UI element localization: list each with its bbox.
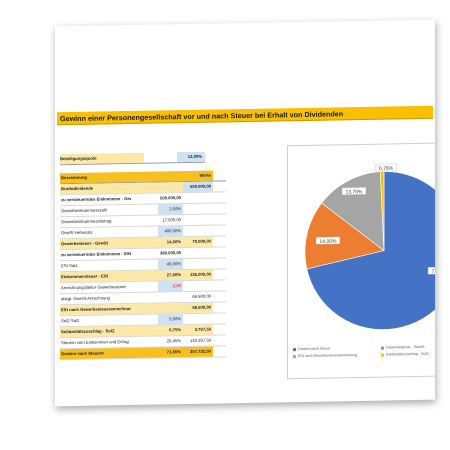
row-label[interactable]: GewSt-Hebesatz xyxy=(61,229,93,236)
row-cell-2[interactable] xyxy=(131,325,158,336)
pie-data-label: 71,55% xyxy=(427,266,435,275)
spreadsheet-page: Gewinn einer Personengesellschaft vor un… xyxy=(55,19,435,407)
row-cell-3[interactable]: 45,00% xyxy=(158,259,183,270)
svg-text:71,55%: 71,55% xyxy=(432,269,435,275)
row-cell-3[interactable]: 500.000,00 xyxy=(160,195,181,201)
row-label[interactable]: ESt-Satz xyxy=(61,262,78,269)
row-cell-2[interactable] xyxy=(131,282,158,292)
legend-swatch xyxy=(381,346,384,350)
pie-slice xyxy=(304,202,385,270)
row-cell-2[interactable] xyxy=(131,293,158,303)
row-cell-4[interactable] xyxy=(183,226,213,237)
quota-value[interactable]: 13,00% xyxy=(176,151,205,163)
row-cell-4[interactable]: 357.732,50 xyxy=(183,346,213,358)
row-label[interactable]: ESt nach Gewerbesteueranrechnung xyxy=(60,303,131,316)
header-label: Bezeichnung xyxy=(60,171,131,184)
row-label[interactable]: Bruttodividende xyxy=(60,182,131,195)
row-cell-4[interactable] xyxy=(183,281,213,292)
row-cell-4[interactable] xyxy=(183,248,213,259)
pie-data-label: 14,00% xyxy=(315,236,341,245)
row-cell-3[interactable] xyxy=(158,182,183,193)
header-values: Werte xyxy=(183,170,213,182)
row-cell-2[interactable] xyxy=(131,260,158,270)
row-label[interactable]: Gewinn nach Steuern xyxy=(60,347,131,360)
row-cell-2[interactable] xyxy=(131,205,158,215)
row-label[interactable]: Gewerbesteuer - GewSt xyxy=(60,237,131,250)
row-label[interactable]: abzgl. GewSt-Anrechnung xyxy=(61,295,110,302)
row-cell-3[interactable]: 5,50% xyxy=(158,314,183,325)
row-cell-4[interactable] xyxy=(183,259,213,270)
row-cell-4[interactable] xyxy=(183,204,213,215)
pie-slice xyxy=(321,171,385,252)
row-cell-3[interactable]: 400,00% xyxy=(158,226,183,237)
legend-item: Gewerbesteuer - GewSt xyxy=(381,343,435,351)
row-label[interactable]: Steuern vom Einkommen und Ertrag xyxy=(61,339,129,346)
quota-label: Beteiligungsquote xyxy=(60,152,144,165)
chart-legend: Gewinn nach Steuer Gewerbesteuer - GewSt E… xyxy=(293,343,435,360)
sheet-title: Gewinn einer Personengesellschaft vor un… xyxy=(57,105,433,126)
legend-label: Gewinn nach Steuer xyxy=(298,346,331,352)
row-cell-3[interactable]: 28,45% xyxy=(166,338,181,344)
row-cell-3[interactable] xyxy=(158,292,183,302)
row-cell-4[interactable]: 68.500,00 xyxy=(183,302,213,314)
row-cell-4[interactable] xyxy=(183,193,213,204)
row-cell-3[interactable]: 3,50% xyxy=(158,204,183,215)
row-label[interactable]: Gewerbesteuermesszahl xyxy=(61,207,108,214)
legend-label: Gewerbesteuer - GewSt xyxy=(386,344,425,350)
pie-chart-svg: 71,55% 14,00% 13,70% 0,75% xyxy=(304,163,435,330)
legend-swatch xyxy=(381,353,384,357)
table-row: Gewinn nach Steuern 71,55% 357.732,50 xyxy=(60,346,226,361)
legend-swatch xyxy=(293,354,296,358)
row-label[interactable]: zu versteuerndes Einkommen - ESt xyxy=(61,250,131,258)
legend-label: Solidaritätszuschlag - SolZ xyxy=(386,351,429,357)
row-cell-2[interactable] xyxy=(131,347,158,358)
legend-label: ESt nach Gewerbesteueranrechnung xyxy=(298,353,358,359)
row-cell-4[interactable] xyxy=(183,314,213,325)
row-cell-4[interactable]: 135.000,00 xyxy=(183,269,213,281)
pie-data-label: 0,75% xyxy=(375,163,397,172)
legend-swatch xyxy=(293,347,296,351)
row-cell-2[interactable] xyxy=(131,249,158,259)
row-label[interactable]: zu versteuerndes Einkommen - GewSt xyxy=(61,195,131,203)
row-cell-2[interactable] xyxy=(131,194,158,204)
calculation-table: Bezeichnung Werte Bruttodividende 500.000… xyxy=(60,170,226,361)
quota-row: Beteiligungsquote 13,00% xyxy=(60,151,205,166)
row-cell-3[interactable]: 27,00% xyxy=(158,270,183,281)
row-cell-4[interactable] xyxy=(183,215,213,226)
row-label[interactable]: Gewerbesteuermessbetrag xyxy=(61,218,112,225)
legend-item: ESt nach Gewerbesteueranrechnung xyxy=(293,352,381,360)
row-cell-4[interactable]: 142.267,50 xyxy=(190,337,211,343)
row-cell-4[interactable]: 3.767,50 xyxy=(183,324,213,336)
row-cell-2[interactable] xyxy=(131,270,158,281)
row-cell-3[interactable]: 14,00% xyxy=(158,237,183,248)
row-label[interactable]: SolZ-Satz xyxy=(61,317,80,324)
row-cell-2[interactable] xyxy=(131,303,158,314)
svg-text:0,75%: 0,75% xyxy=(379,166,394,172)
row-cell-3[interactable]: 380.000,00 xyxy=(160,250,181,256)
pie-slice xyxy=(379,171,385,251)
row-label[interactable]: Einkommensteuer - ESt xyxy=(60,270,131,283)
row-cell-4[interactable]: 66.500,00 xyxy=(192,293,211,299)
svg-text:13,70%: 13,70% xyxy=(346,189,364,195)
row-cell-4[interactable]: 70.000,00 xyxy=(183,236,213,248)
row-label[interactable]: Anrechnungsfaktor Gewerbesteuer xyxy=(61,284,126,291)
row-cell-3[interactable]: 17.500,00 xyxy=(162,217,181,223)
row-cell-2[interactable] xyxy=(131,315,158,325)
row-label[interactable]: Solidaritätszuschlag - SolZ xyxy=(60,325,131,338)
row-cell-3[interactable]: -3,80 xyxy=(158,281,183,292)
row-cell-2[interactable] xyxy=(131,337,158,347)
row-cell-2[interactable] xyxy=(131,227,158,237)
row-cell-3[interactable] xyxy=(158,303,183,314)
row-cell-2[interactable] xyxy=(131,182,158,193)
row-cell-4[interactable]: 500.000,00 xyxy=(183,181,213,193)
row-cell-3[interactable]: 0,75% xyxy=(158,325,183,336)
pie-data-label: 13,70% xyxy=(341,187,367,196)
svg-text:14,00%: 14,00% xyxy=(320,239,338,245)
row-cell-2[interactable] xyxy=(131,216,158,226)
row-cell-2[interactable] xyxy=(131,237,158,248)
pie-slice xyxy=(306,171,435,330)
row-cell-3[interactable]: 71,55% xyxy=(158,347,183,358)
legend-item: Solidaritätszuschlag - SolZ xyxy=(381,350,435,358)
pie-chart: 71,55% 14,00% 13,70% 0,75% Gewinn nach Steu… xyxy=(287,141,435,380)
